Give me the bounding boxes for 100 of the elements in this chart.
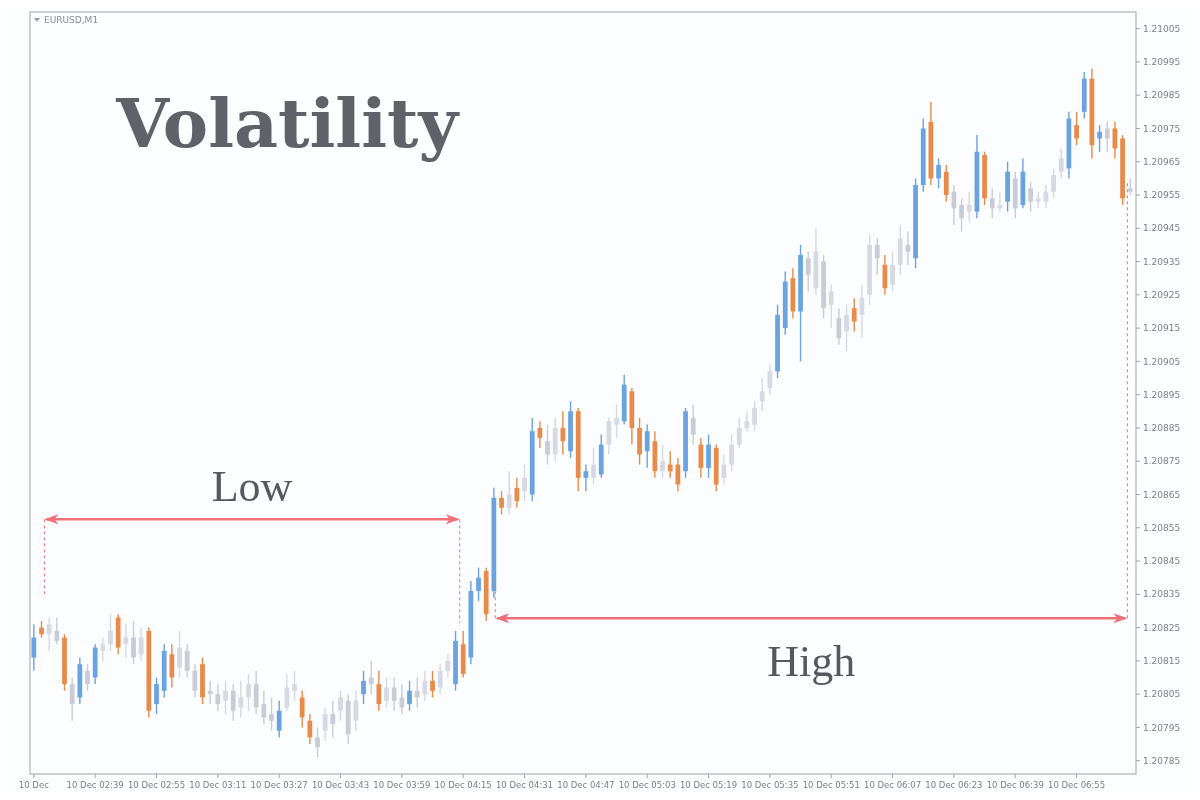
candlestick [890, 250, 895, 293]
candlestick [384, 676, 389, 709]
candlestick [499, 490, 504, 516]
candlestick [476, 566, 481, 602]
y-tick-label: 1.20955 [1143, 190, 1181, 201]
candlestick [1097, 124, 1102, 153]
candlestick [330, 700, 336, 739]
x-tick-label: 10 Dec 02:55 [127, 780, 186, 790]
candlestick [752, 400, 757, 432]
candlestick [154, 676, 159, 715]
candlestick [177, 630, 182, 679]
candlestick [1058, 147, 1064, 180]
candlestick [307, 713, 313, 745]
y-tick-label: 1.20795 [1143, 722, 1181, 733]
x-tick-label: 10 Dec [18, 780, 50, 790]
candlestick [85, 663, 90, 692]
candlestick [729, 433, 734, 472]
candlestick [322, 706, 328, 742]
x-tick-label: 10 Dec 06:07 [863, 780, 922, 790]
candlestick [943, 164, 949, 203]
x-tick-label: 10 Dec 03:11 [189, 780, 247, 790]
y-tick-label: 1.20995 [1143, 57, 1181, 68]
candlestick [644, 423, 650, 469]
candlestick [238, 680, 244, 719]
candlestick [537, 420, 543, 449]
candlestick [100, 636, 106, 662]
candlestick [54, 616, 60, 645]
candlestick [667, 450, 673, 479]
x-tick-label: 10 Dec 02:39 [66, 780, 124, 790]
candlestick [560, 410, 566, 456]
y-tick-label: 1.20915 [1143, 323, 1181, 334]
candlestick [169, 643, 175, 689]
chart-subtitle: EURUSD,M1 [44, 15, 99, 25]
y-tick-label: 1.21005 [1143, 23, 1181, 34]
text: Volatility [115, 83, 461, 164]
candlestick [108, 613, 113, 652]
y-tick-label: 1.20945 [1143, 223, 1181, 234]
candlestick [422, 670, 428, 702]
y-tick-label: 1.20905 [1143, 356, 1181, 367]
x-tick-label: 10 Dec 03:27 [250, 780, 308, 790]
candlestick [445, 653, 451, 679]
y-tick-label: 1.20805 [1143, 689, 1181, 700]
y-tick-label: 1.20875 [1143, 456, 1181, 467]
candlestick [376, 670, 382, 712]
x-tick-label: 10 Dec 03:43 [311, 780, 370, 790]
candlestick [874, 237, 880, 276]
candlestick [828, 284, 834, 329]
candlestick [391, 676, 397, 712]
candlestick [315, 726, 320, 759]
candlestick [69, 676, 75, 722]
candlestick [138, 626, 144, 662]
y-tick-label: 1.20965 [1143, 156, 1181, 167]
candlestick [522, 463, 527, 502]
candlestick [399, 683, 405, 715]
candlestick [966, 190, 972, 223]
y-tick-label: 1.20975 [1143, 123, 1181, 134]
x-tick-label: 10 Dec 04:31 [495, 780, 554, 790]
candlestick [506, 470, 512, 516]
x-tick-label: 10 Dec 06:39 [986, 780, 1044, 790]
x-tick-label: 10 Dec 04:47 [557, 780, 615, 790]
candlestick [299, 690, 305, 729]
candlestick [184, 643, 190, 679]
candlestick [123, 623, 129, 659]
candlestick [936, 157, 941, 190]
candlestick [230, 683, 236, 722]
annotation: Low [211, 462, 293, 512]
candlestick [192, 663, 198, 699]
candlestick [46, 616, 52, 652]
y-tick-label: 1.20865 [1143, 489, 1181, 500]
x-tick-label: 10 Dec 05:19 [679, 780, 738, 790]
candlestick [805, 250, 811, 293]
candlestick [844, 304, 849, 353]
candlestick [959, 197, 964, 233]
candlestick [583, 463, 589, 492]
candlestick [660, 443, 665, 479]
candlestick [1028, 181, 1033, 213]
candlestick [131, 620, 136, 665]
y-tick-label: 1.20815 [1143, 656, 1181, 667]
x-tick-label: 10 Dec 06:55 [1047, 780, 1106, 790]
y-tick-label: 1.20785 [1143, 755, 1181, 766]
y-tick-label: 1.20885 [1143, 423, 1181, 434]
candlestick [338, 690, 343, 722]
candlestick [690, 403, 696, 446]
candlestick [269, 696, 274, 732]
candlestick [292, 670, 297, 702]
y-tick-label: 1.20895 [1143, 389, 1181, 400]
y-tick-label: 1.20925 [1143, 289, 1181, 300]
candlestick [407, 680, 412, 712]
candlestick [253, 670, 259, 715]
candlestick [353, 690, 359, 732]
y-tick-label: 1.20845 [1143, 556, 1181, 567]
candlestick [1104, 121, 1110, 153]
candlestick [215, 683, 221, 712]
candlestick [261, 690, 267, 725]
candlestick [284, 673, 290, 712]
candlestick [430, 670, 435, 699]
y-tick-label: 1.20825 [1143, 622, 1181, 633]
candlestick [368, 660, 374, 695]
candlestick [851, 297, 857, 333]
candlestick [1074, 111, 1079, 146]
